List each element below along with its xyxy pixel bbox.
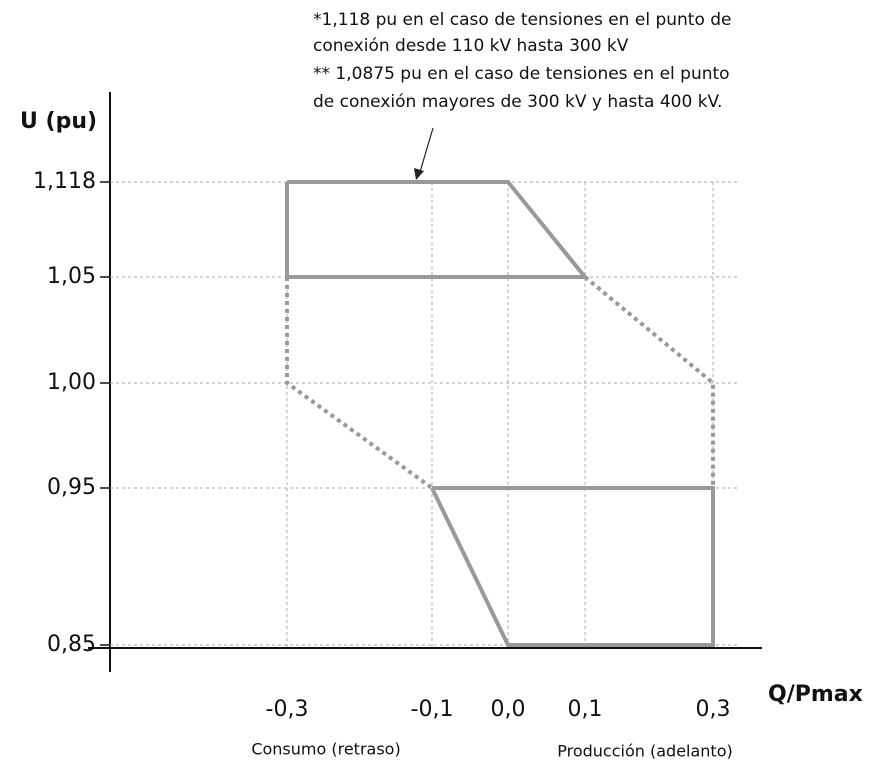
x-tick-label: -0,3 bbox=[266, 697, 309, 722]
y-tick-label: 0,95 bbox=[47, 475, 96, 500]
arrow bbox=[419, 127, 434, 173]
region-label: Consumo (retraso) bbox=[251, 740, 400, 759]
x-tick-label: -0,1 bbox=[411, 697, 454, 722]
region-line bbox=[285, 180, 590, 279]
x-tick-label: 0,3 bbox=[696, 697, 731, 722]
x-tick-label: 0,0 bbox=[491, 697, 526, 722]
annotation: de conexión mayores de 300 kV y hasta 40… bbox=[313, 92, 722, 112]
region-label: Producción (adelanto) bbox=[557, 742, 732, 761]
annotation: *1,118 pu en el caso de tensiones en el … bbox=[313, 10, 732, 30]
arrow-head bbox=[414, 168, 424, 180]
y-tick-label: 1,05 bbox=[47, 264, 96, 289]
x-tick-label: 0,1 bbox=[568, 697, 603, 722]
annotation: conexión desde 110 kV hasta 300 kV bbox=[313, 36, 629, 56]
region-line bbox=[430, 486, 715, 647]
x-axis-label: Q/Pmax bbox=[768, 682, 863, 707]
region-line bbox=[285, 277, 434, 490]
y-axis-label: U (pu) bbox=[20, 109, 97, 134]
y-tick-label: 0,85 bbox=[47, 632, 96, 657]
y-tick-label: 1,118 bbox=[33, 169, 96, 194]
annotation: ** 1,0875 pu en el caso de tensiones en … bbox=[313, 64, 730, 84]
y-tick-label: 1,00 bbox=[47, 370, 96, 395]
